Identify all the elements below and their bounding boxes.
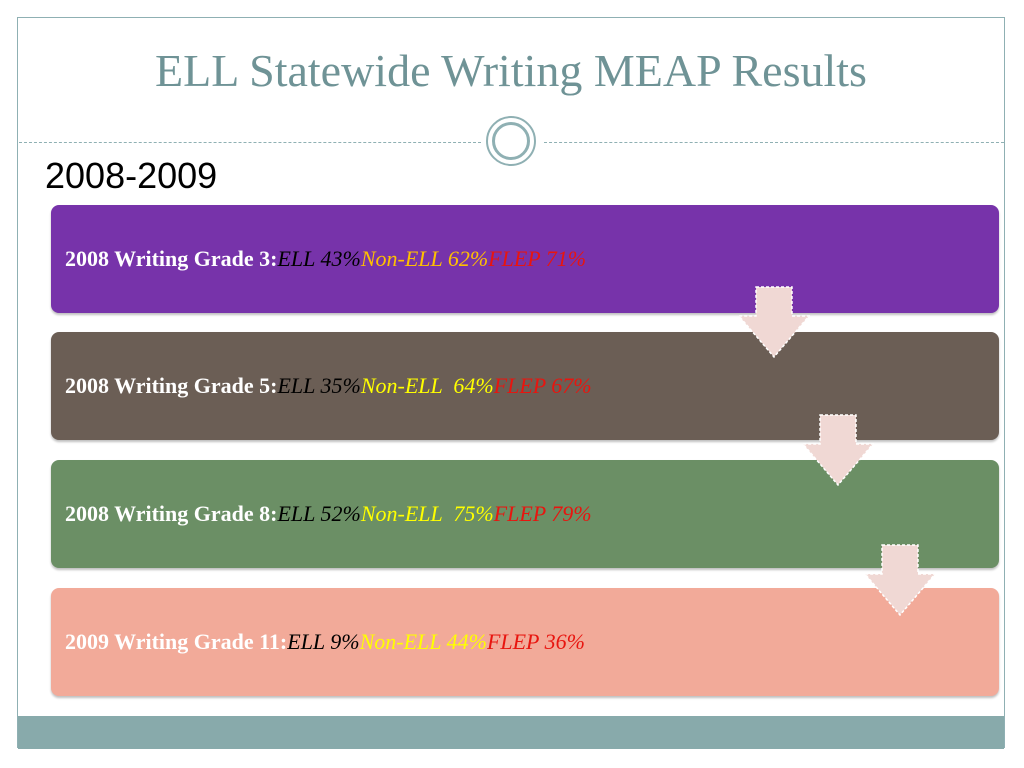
flep-value: FLEP 67% bbox=[493, 373, 592, 398]
down-arrow-icon bbox=[802, 414, 874, 486]
result-box-grade-3: 2008 Writing Grade 3: ELL 43% Non-ELL 62… bbox=[51, 205, 999, 313]
year-subtitle: 2008-2009 bbox=[45, 155, 218, 196]
non-ell-value: Non-ELL 75% bbox=[360, 501, 494, 526]
ell-value: ELL 52% bbox=[277, 501, 361, 526]
non-ell-value: Non-ELL 62% bbox=[360, 246, 489, 271]
result-box-grade-5: 2008 Writing Grade 5: ELL 35% Non-ELL 64… bbox=[51, 332, 999, 440]
ell-value: ELL 43% bbox=[277, 246, 361, 271]
flep-value: FLEP 79% bbox=[493, 501, 592, 526]
row-label: 2008 Writing Grade 5: bbox=[65, 373, 278, 398]
flep-value: FLEP 71% bbox=[488, 246, 587, 271]
footer-band bbox=[18, 716, 1004, 749]
row-label: 2009 Writing Grade 11: bbox=[65, 629, 288, 654]
ell-value: ELL 9% bbox=[287, 629, 360, 654]
non-ell-value: Non-ELL 44% bbox=[359, 629, 487, 654]
divider-line-right bbox=[544, 142, 1004, 143]
down-arrow-icon bbox=[864, 544, 936, 616]
divider-line-left bbox=[19, 142, 481, 143]
flep-value: FLEP 36% bbox=[486, 629, 585, 654]
result-box-grade-11: 2009 Writing Grade 11: ELL 9% Non-ELL 44… bbox=[51, 588, 999, 696]
non-ell-value: Non-ELL 64% bbox=[360, 373, 494, 398]
row-label: 2008 Writing Grade 3: bbox=[65, 246, 278, 271]
divider-circle-icon bbox=[486, 116, 536, 166]
slide-title: ELL Statewide Writing MEAP Results bbox=[155, 45, 867, 96]
row-label: 2008 Writing Grade 8: bbox=[65, 501, 278, 526]
down-arrow-icon bbox=[738, 286, 810, 358]
ell-value: ELL 35% bbox=[277, 373, 361, 398]
